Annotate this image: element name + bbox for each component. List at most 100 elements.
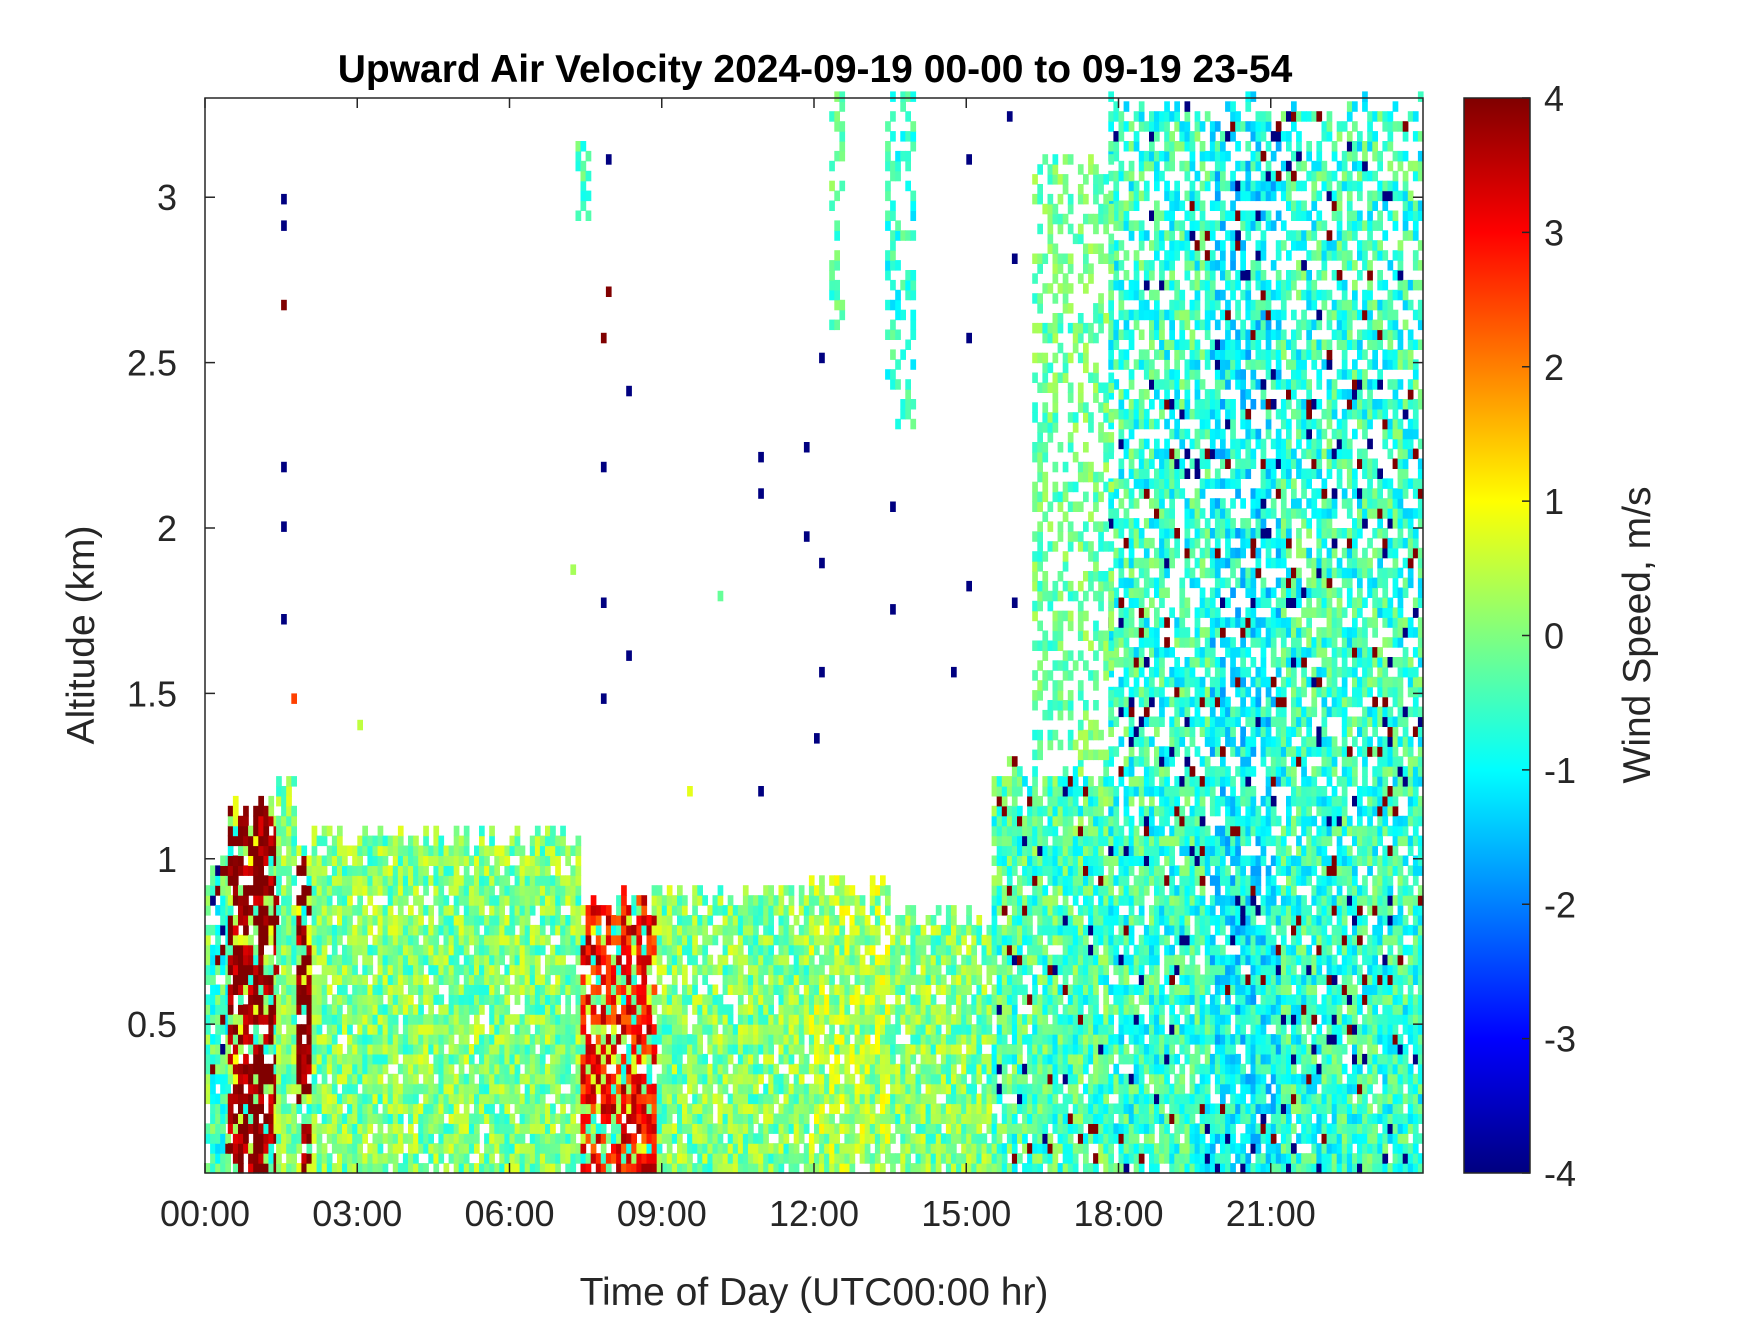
heatmap-cell: [463, 1123, 470, 1134]
heatmap-cell: [651, 954, 658, 966]
heatmap-cell: [1067, 1024, 1074, 1035]
heatmap-cell: [854, 1143, 861, 1154]
heatmap-cell: [880, 954, 886, 966]
heatmap-cell: [1042, 1093, 1049, 1105]
heatmap-cell: [448, 1034, 455, 1045]
heatmap-cell: [258, 915, 264, 926]
heatmap-cell: [778, 954, 785, 966]
heatmap-cell: [793, 1034, 800, 1045]
heatmap-cell: [499, 1123, 505, 1134]
heatmap-cell: [205, 954, 211, 966]
heatmap-cell: [539, 1103, 546, 1114]
heatmap-cell: [915, 1004, 922, 1015]
heatmap-cell: [1017, 885, 1023, 896]
heatmap-cell: [605, 1053, 612, 1065]
heatmap-cell: [413, 1103, 419, 1114]
heatmap-cell: [560, 1044, 566, 1055]
heatmap-cell: [656, 944, 663, 956]
heatmap-cell: [880, 1083, 886, 1095]
heatmap-cell: [248, 954, 254, 966]
heatmap-cell: [489, 915, 495, 926]
heatmap-cell: [352, 875, 358, 886]
heatmap-cell: [243, 845, 249, 856]
heatmap-cell: [524, 915, 531, 926]
heatmap-cell: [996, 875, 1003, 886]
heatmap-cell: [1037, 1133, 1043, 1144]
heatmap-cell: [357, 1163, 363, 1174]
heatmap-cell: [519, 905, 526, 916]
heatmap-cell: [783, 915, 790, 926]
heatmap-cell: [824, 1073, 830, 1085]
heatmap-cell: [301, 1083, 308, 1095]
heatmap-cell: [981, 1053, 988, 1065]
heatmap-cell: [611, 1014, 617, 1025]
heatmap-cell: [248, 835, 254, 847]
heatmap-cell: [458, 1093, 465, 1105]
heatmap-cell: [281, 895, 287, 906]
heatmap-cell: [408, 1113, 414, 1124]
heatmap-cell: [600, 1034, 607, 1045]
heatmap-cell: [291, 1113, 297, 1124]
heatmap-cell: [671, 1063, 678, 1075]
heatmap-cell: [641, 1044, 648, 1055]
heatmap-cell: [793, 1083, 800, 1095]
heatmap-cell: [438, 1044, 445, 1055]
heatmap-cell: [448, 845, 455, 856]
heatmap-cell: [545, 1083, 551, 1095]
heatmap-cell: [915, 944, 922, 956]
heatmap-cell: [793, 1073, 800, 1085]
heatmap-cell: [253, 1093, 259, 1105]
heatmap-cell: [951, 984, 957, 995]
heatmap-cell: [1052, 865, 1059, 876]
heatmap-cell: [677, 1053, 683, 1065]
heatmap-cell: [575, 1004, 582, 1015]
heatmap-cell: [377, 885, 384, 896]
heatmap-cell: [575, 1034, 582, 1045]
heatmap-cell: [788, 1024, 795, 1035]
heatmap-cell: [565, 1153, 571, 1164]
heatmap-cell: [991, 885, 998, 896]
heatmap-cell: [438, 855, 445, 866]
heatmap-cell: [925, 1034, 932, 1045]
heatmap-cell: [565, 944, 571, 956]
heatmap-cell: [986, 924, 993, 936]
heatmap-cell: [849, 1113, 856, 1124]
heatmap-cell: [367, 1063, 374, 1075]
heatmap-cell: [499, 1024, 505, 1035]
heatmap-cell: [834, 1133, 840, 1144]
heatmap-cell: [910, 964, 917, 976]
heatmap-cell: [448, 924, 455, 936]
heatmap-cell: [915, 1143, 922, 1154]
heatmap-cell: [418, 905, 424, 916]
heatmap-cell: [961, 1083, 967, 1095]
heatmap-cell: [387, 934, 394, 946]
heatmap-cell: [499, 915, 505, 926]
heatmap-cell: [291, 875, 297, 886]
heatmap-cell: [687, 1103, 693, 1114]
heatmap-cell: [682, 1153, 688, 1164]
heatmap-cell: [458, 1163, 465, 1174]
heatmap-cell: [834, 1103, 840, 1114]
heatmap-cell: [408, 915, 414, 926]
heatmap-cell: [996, 1093, 1003, 1105]
heatmap-cell: [920, 964, 927, 976]
heatmap-cell: [778, 1024, 785, 1035]
heatmap-cell: [555, 954, 561, 966]
heatmap-cell: [321, 915, 328, 926]
heatmap-cell: [1062, 984, 1069, 995]
heatmap-cell: [824, 974, 830, 985]
heatmap-cell: [1032, 1133, 1038, 1144]
heatmap-cell: [468, 905, 475, 916]
heatmap-cell: [595, 1063, 602, 1075]
heatmap-cell: [215, 1034, 221, 1045]
heatmap-cell: [479, 1103, 485, 1114]
heatmap-cell: [976, 1004, 983, 1015]
heatmap-cell: [499, 974, 505, 985]
heatmap-cell: [342, 1123, 348, 1134]
heatmap-cell: [337, 1014, 343, 1025]
heatmap-cell: [971, 1113, 977, 1124]
heatmap-cell: [565, 1004, 571, 1015]
heatmap-cell: [631, 964, 637, 976]
heatmap-cell: [778, 1014, 785, 1025]
heatmap-cell: [433, 1163, 440, 1174]
